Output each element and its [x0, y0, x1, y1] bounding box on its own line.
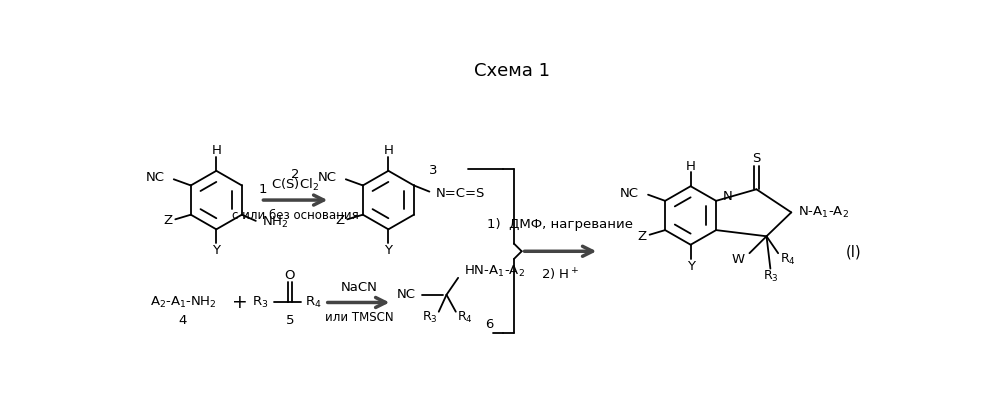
Text: 2: 2: [291, 168, 300, 181]
Text: +: +: [232, 293, 248, 312]
Text: R$_4$: R$_4$: [458, 310, 474, 325]
Text: R$_3$: R$_3$: [422, 310, 438, 325]
Text: R$_4$: R$_4$: [780, 252, 796, 267]
Text: (I): (I): [845, 244, 861, 259]
Text: W: W: [731, 253, 745, 266]
Text: S: S: [752, 152, 760, 165]
Text: Y: Y: [213, 244, 221, 258]
Text: Y: Y: [385, 244, 393, 258]
Text: NC: NC: [397, 288, 416, 301]
Text: R$_3$: R$_3$: [252, 295, 269, 310]
Text: N-A$_1$-A$_2$: N-A$_1$-A$_2$: [797, 205, 848, 220]
Text: N=C=S: N=C=S: [436, 187, 485, 200]
Text: C(S)Cl$_2$: C(S)Cl$_2$: [272, 177, 320, 193]
Text: 2) H$^+$: 2) H$^+$: [541, 266, 579, 282]
Text: R$_4$: R$_4$: [306, 295, 322, 310]
Text: NC: NC: [619, 187, 638, 200]
Text: H: H: [384, 144, 394, 157]
Text: R$_3$: R$_3$: [762, 269, 778, 284]
Text: 3: 3: [430, 163, 438, 176]
Text: с или без основания: с или без основания: [232, 209, 359, 222]
Text: O: O: [285, 269, 295, 282]
Text: Y: Y: [686, 260, 694, 273]
Text: Z: Z: [637, 230, 646, 243]
Text: NC: NC: [318, 171, 337, 184]
Text: HN-A$_1$-A$_2$: HN-A$_1$-A$_2$: [464, 264, 524, 279]
Text: N: N: [722, 191, 732, 203]
Text: 4: 4: [179, 314, 187, 327]
Text: Z: Z: [163, 214, 172, 228]
Text: 6: 6: [485, 317, 494, 331]
Text: Z: Z: [335, 214, 345, 228]
Text: Схема 1: Схема 1: [474, 62, 549, 80]
Text: NaCN: NaCN: [341, 280, 378, 294]
Text: H: H: [212, 144, 221, 157]
Text: или TMSCN: или TMSCN: [325, 312, 394, 324]
Text: 1: 1: [259, 183, 268, 196]
Text: NC: NC: [146, 171, 165, 184]
Text: A$_2$-A$_1$-NH$_2$: A$_2$-A$_1$-NH$_2$: [150, 295, 217, 310]
Text: H: H: [685, 160, 695, 173]
Text: 5: 5: [286, 314, 294, 327]
Text: NH$_2$: NH$_2$: [262, 215, 289, 230]
Text: 1)  ДМФ, нагревание: 1) ДМФ, нагревание: [488, 218, 633, 231]
